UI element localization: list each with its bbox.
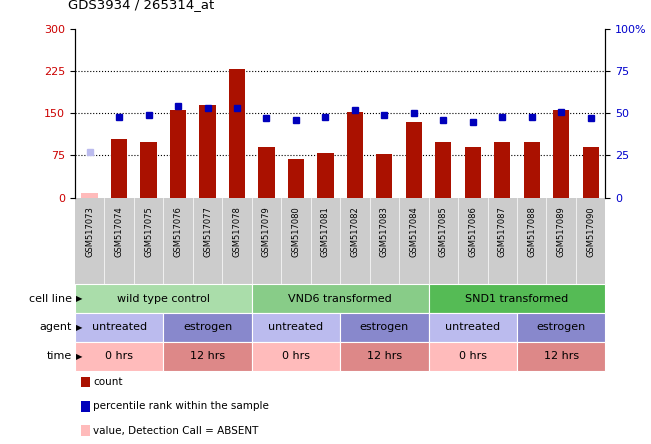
Text: agent: agent [39,322,72,333]
Text: GDS3934 / 265314_at: GDS3934 / 265314_at [68,0,215,11]
Bar [199,105,215,198]
Bar [288,159,304,198]
Text: 0 hrs: 0 hrs [459,351,487,361]
Text: cell line: cell line [29,293,72,304]
Text: GSM517078: GSM517078 [232,206,242,257]
Text: estrogen: estrogen [183,322,232,333]
Text: 0 hrs: 0 hrs [105,351,133,361]
Bar [465,147,481,198]
Bar [553,111,570,198]
Text: GSM517082: GSM517082 [350,206,359,257]
Text: GSM517081: GSM517081 [321,206,330,257]
Text: GSM517084: GSM517084 [409,206,419,257]
Text: GSM517085: GSM517085 [439,206,448,257]
Bar [347,112,363,198]
Text: wild type control: wild type control [117,293,210,304]
Text: GSM517076: GSM517076 [174,206,182,257]
Bar [523,143,540,198]
Text: GSM517075: GSM517075 [144,206,153,257]
Text: time: time [46,351,72,361]
Text: GSM517077: GSM517077 [203,206,212,257]
Bar [317,153,333,198]
Text: untreated: untreated [92,322,146,333]
Bar [81,193,98,198]
Text: 12 hrs: 12 hrs [367,351,402,361]
Text: estrogen: estrogen [536,322,586,333]
Text: GSM517090: GSM517090 [586,206,595,257]
Text: GSM517087: GSM517087 [498,206,506,257]
Text: ▶: ▶ [76,352,83,361]
Text: untreated: untreated [268,322,324,333]
Text: 12 hrs: 12 hrs [190,351,225,361]
Bar [258,147,275,198]
Text: GSM517088: GSM517088 [527,206,536,257]
Text: value, Detection Call = ABSENT: value, Detection Call = ABSENT [93,426,258,436]
Text: 12 hrs: 12 hrs [544,351,579,361]
Bar [406,122,422,198]
Text: untreated: untreated [445,322,501,333]
Bar [376,154,393,198]
Text: GSM517079: GSM517079 [262,206,271,257]
Bar [170,111,186,198]
Bar [494,143,510,198]
Text: GSM517073: GSM517073 [85,206,94,257]
Bar [111,139,127,198]
Text: SND1 transformed: SND1 transformed [465,293,568,304]
Text: estrogen: estrogen [360,322,409,333]
Text: VND6 transformed: VND6 transformed [288,293,392,304]
Text: ▶: ▶ [76,294,83,303]
Text: percentile rank within the sample: percentile rank within the sample [93,401,269,411]
Text: GSM517083: GSM517083 [380,206,389,257]
Text: GSM517074: GSM517074 [115,206,124,257]
Text: GSM517080: GSM517080 [292,206,300,257]
Text: ▶: ▶ [76,323,83,332]
Text: GSM517086: GSM517086 [468,206,477,257]
Bar [141,143,157,198]
Bar [583,147,599,198]
Text: count: count [93,377,122,387]
Bar [436,143,451,198]
Text: 0 hrs: 0 hrs [282,351,310,361]
Bar [229,69,245,198]
Text: GSM517089: GSM517089 [557,206,566,257]
